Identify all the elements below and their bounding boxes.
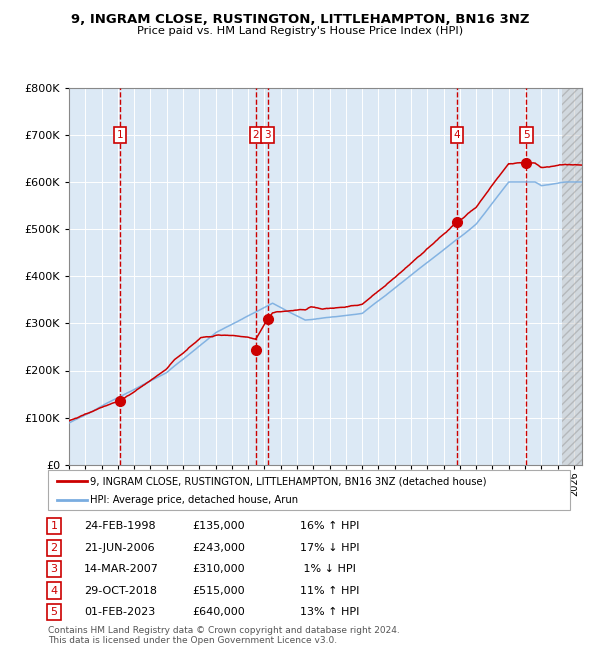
Text: 21-JUN-2006: 21-JUN-2006 [84,543,155,552]
Text: £135,000: £135,000 [192,521,245,531]
Text: £640,000: £640,000 [192,607,245,617]
Text: 2: 2 [50,543,58,552]
Text: 24-FEB-1998: 24-FEB-1998 [84,521,155,531]
Text: £310,000: £310,000 [192,564,245,574]
Text: 13% ↑ HPI: 13% ↑ HPI [300,607,359,617]
Text: HPI: Average price, detached house, Arun: HPI: Average price, detached house, Arun [90,495,298,505]
Text: 3: 3 [50,564,58,574]
Text: £515,000: £515,000 [192,586,245,595]
Text: 29-OCT-2018: 29-OCT-2018 [84,586,157,595]
Text: 5: 5 [50,607,58,617]
Text: 5: 5 [523,130,530,140]
Text: 01-FEB-2023: 01-FEB-2023 [84,607,155,617]
Text: 17% ↓ HPI: 17% ↓ HPI [300,543,359,552]
Text: 1: 1 [50,521,58,531]
Text: £243,000: £243,000 [192,543,245,552]
Text: 2: 2 [253,130,259,140]
Text: 9, INGRAM CLOSE, RUSTINGTON, LITTLEHAMPTON, BN16 3NZ (detached house): 9, INGRAM CLOSE, RUSTINGTON, LITTLEHAMPT… [90,476,487,486]
Bar [562,88,582,465]
Text: 16% ↑ HPI: 16% ↑ HPI [300,521,359,531]
Text: Contains HM Land Registry data © Crown copyright and database right 2024.
This d: Contains HM Land Registry data © Crown c… [48,626,400,645]
Text: 1: 1 [117,130,124,140]
Text: 4: 4 [50,586,58,595]
Text: 11% ↑ HPI: 11% ↑ HPI [300,586,359,595]
Text: 1% ↓ HPI: 1% ↓ HPI [300,564,356,574]
Text: 3: 3 [265,130,271,140]
Text: 9, INGRAM CLOSE, RUSTINGTON, LITTLEHAMPTON, BN16 3NZ: 9, INGRAM CLOSE, RUSTINGTON, LITTLEHAMPT… [71,13,529,26]
Text: 4: 4 [454,130,460,140]
Text: Price paid vs. HM Land Registry's House Price Index (HPI): Price paid vs. HM Land Registry's House … [137,26,463,36]
Text: 14-MAR-2007: 14-MAR-2007 [84,564,159,574]
